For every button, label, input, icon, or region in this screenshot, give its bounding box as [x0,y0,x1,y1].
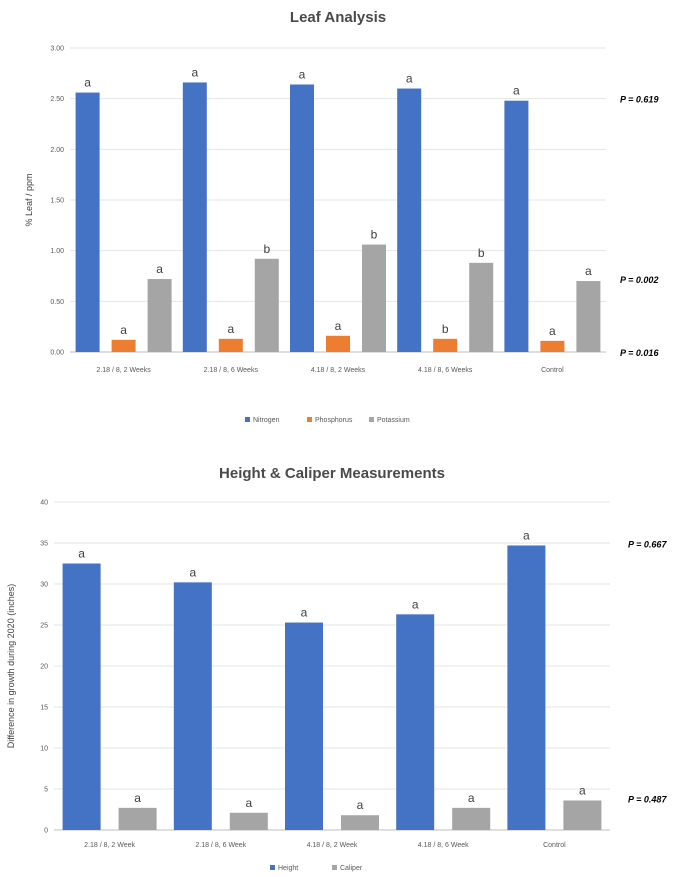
bar-caliper [452,807,491,830]
bar-nitrogen [504,100,529,353]
category-label: 2.18 / 8, 6 Week [195,842,246,849]
legend-swatch [307,417,312,422]
y-tick-label: 5 [44,787,48,794]
y-axis-label: % Leaf / ppm [24,173,34,226]
data-label: b [371,228,378,242]
y-tick-label: 10 [40,746,48,753]
height-caliper-chart: Height & Caliper Measurements 0 5 10 15 20 25 3… [0,440,686,877]
data-label: a [513,84,520,98]
y-tick-label: 0 [44,828,48,835]
data-label: a [585,264,592,278]
bar-height [173,582,212,830]
bar-phosphorus [218,338,243,352]
bar-caliper [563,800,602,830]
bar-caliper [229,812,268,830]
chart-title: Height & Caliper Measurements [219,465,445,482]
y-tick-label: 1.00 [50,248,64,255]
bar-nitrogen [75,92,100,352]
data-label: a [84,76,91,90]
y-axis-label: Difference in growth during 2020 (inches… [6,584,16,748]
chart-title: Leaf Analysis [290,9,386,26]
data-label: a [523,528,530,542]
p-value-annotation: P = 0.002 [620,275,658,285]
bar-potassium [469,262,494,352]
p-value-annotation: P = 0.016 [620,348,659,358]
data-label: a [301,606,308,620]
bar-height [396,614,435,830]
y-tick-label: 25 [40,623,48,630]
data-label: a [134,791,141,805]
leaf-analysis-chart: Leaf Analysis 0.00 0.50 1.00 1.50 2.00 2.50 3.0… [24,9,659,424]
legend-swatch [270,865,275,870]
data-label: a [78,547,85,561]
category-label: Control [541,367,564,374]
bar-phosphorus [111,339,136,352]
category-label: 4.18 / 8, 6 Week [418,842,469,849]
y-tick-label: 1.50 [50,198,64,205]
y-tick-label: 3.00 [50,46,64,53]
data-label: b [442,322,449,336]
category-label: 2.18 / 8, 2 Weeks [96,367,151,374]
data-label: a [406,72,413,86]
category-label: 4.18 / 8, 6 Weeks [418,367,473,374]
data-label: a [245,796,252,810]
data-label: a [412,597,419,611]
category-label: 2.18 / 8, 2 Week [84,842,135,849]
bar-nitrogen [397,88,422,353]
bar-phosphorus [433,338,458,352]
category-label: 4.18 / 8, 2 Weeks [311,367,366,374]
data-label: a [468,791,475,805]
y-tick-label: 15 [40,705,48,712]
leaf-analysis-svg: Leaf Analysis 0.00 0.50 1.00 1.50 2.00 2.50 3.0… [24,9,659,424]
y-tick-label: 35 [40,541,48,548]
legend-swatch [245,417,250,422]
bar-phosphorus [540,340,565,352]
y-tick-label: 2.00 [50,147,64,154]
data-label: a [549,324,556,338]
data-label: a [335,319,342,333]
legend-entry: Nitrogen [253,417,280,424]
bar-nitrogen [290,84,314,352]
category-label: 4.18 / 8, 2 Week [307,842,358,849]
legend-swatch [369,417,374,422]
legend-swatch [332,865,337,870]
data-label: b [478,246,485,260]
bar-potassium [147,279,172,352]
data-label: a [191,65,198,79]
y-tick-label: 30 [40,582,48,589]
bar-potassium [254,258,279,352]
bar-phosphorus [326,335,350,352]
data-label: a [189,565,196,579]
bar-height [62,563,101,830]
data-label: a [120,323,127,337]
bar-potassium [362,244,386,352]
legend-entry: Height [278,865,298,872]
y-tick-label: 20 [40,664,48,671]
category-label: Control [543,842,566,849]
data-label: a [357,798,364,812]
bar-potassium [576,281,601,352]
bar-caliper [341,815,379,830]
y-tick-label: 40 [40,500,48,507]
data-label: a [579,783,586,797]
data-label: a [156,262,163,276]
p-value-annotation: P = 0.667 [628,539,667,549]
legend-entry: Potassium [377,417,410,424]
y-tick-label: 2.50 [50,96,64,103]
data-label: b [263,242,270,256]
height-caliper-svg: Height & Caliper Measurements 0 5 10 15 20 25 3… [6,465,667,872]
legend-entry: Caliper [340,865,363,872]
bar-nitrogen [182,82,207,352]
y-tick-label: 0.00 [50,350,64,357]
bar-height [507,545,546,830]
data-label: a [227,322,234,336]
bar-caliper [118,807,157,830]
category-label: 2.18 / 8, 6 Weeks [204,367,259,374]
y-tick-label: 0.50 [50,299,64,306]
legend-entry: Phosphorus [315,417,353,424]
bar-height [285,622,323,830]
p-value-annotation: P = 0.619 [620,95,658,105]
p-value-annotation: P = 0.487 [628,794,667,804]
data-label: a [299,67,306,81]
